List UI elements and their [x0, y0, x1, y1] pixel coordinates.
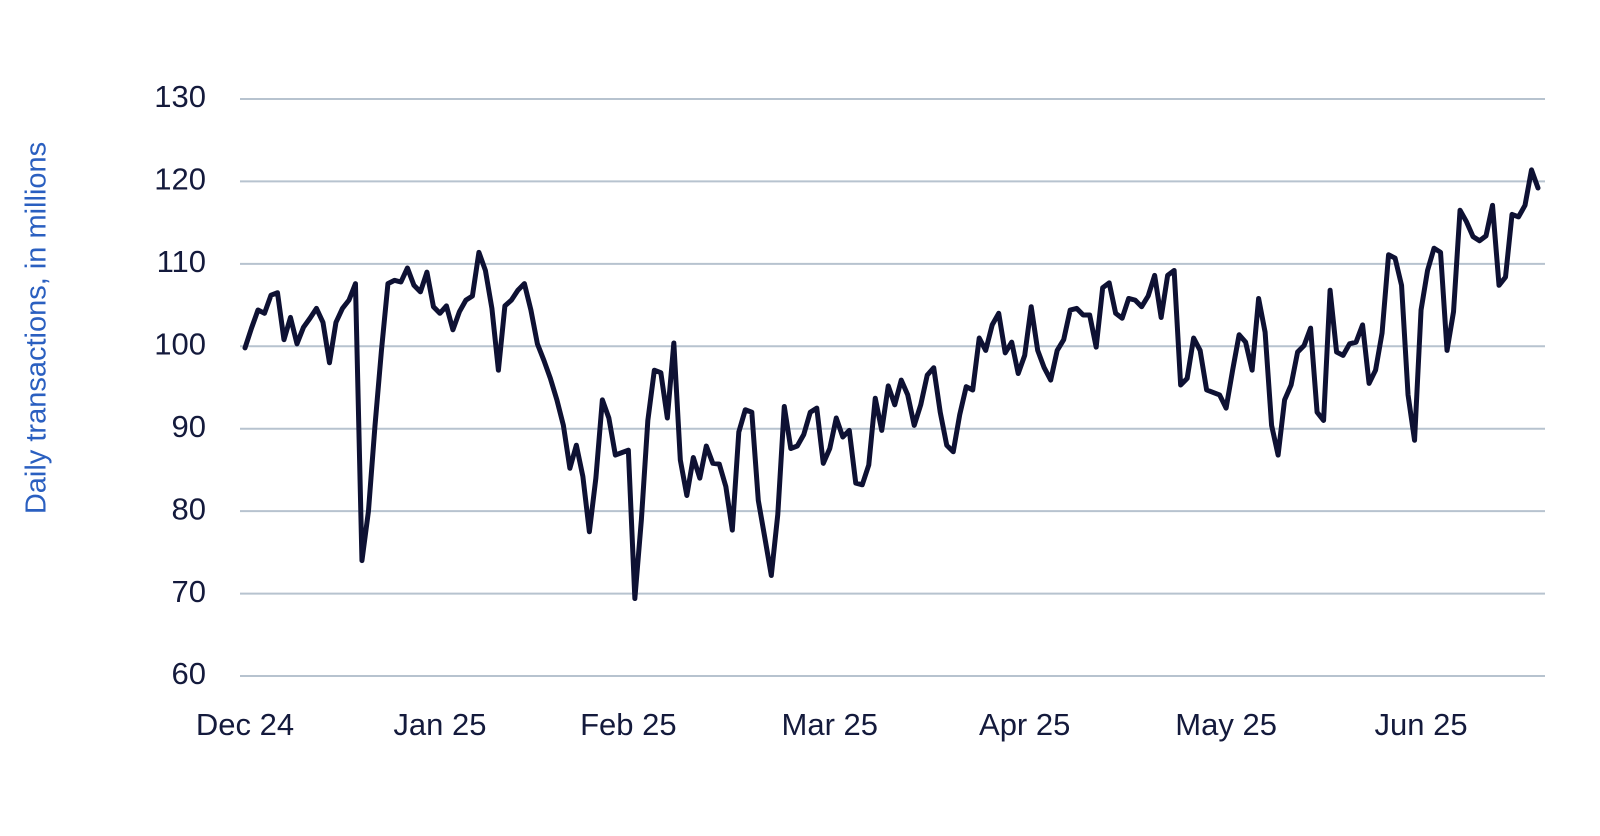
y-axis-label: Daily transactions, in millions: [21, 142, 53, 514]
x-tick-label: Apr 25: [979, 707, 1070, 742]
line: [242, 167, 1541, 602]
y-tick-label: 90: [172, 409, 206, 444]
y-tick-label: 110: [157, 244, 206, 279]
x-tick-label: Jan 25: [393, 707, 486, 742]
y-tick-label: 80: [172, 491, 206, 526]
y-tick-label: 60: [172, 656, 206, 691]
x-tick-label: Jun 25: [1375, 707, 1468, 742]
y-tick-label: 70: [172, 574, 206, 609]
x-tick-label: Dec 24: [196, 707, 294, 742]
x-tick-label: Mar 25: [782, 707, 878, 742]
y-tick-label: 130: [154, 79, 206, 114]
x-tick-label: Feb 25: [580, 707, 677, 742]
y-tick-label: 120: [154, 162, 206, 197]
x-tick-label: May 25: [1175, 707, 1277, 742]
y-tick-label: 100: [154, 326, 206, 361]
